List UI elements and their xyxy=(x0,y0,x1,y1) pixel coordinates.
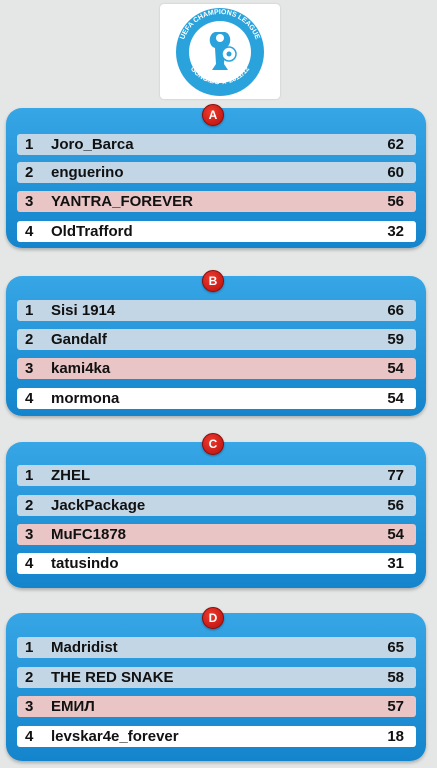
table-row: 3 MuFC1878 54 xyxy=(17,524,416,545)
group-b-badge: B xyxy=(202,270,224,292)
table-row: 2 Gandalf 59 xyxy=(17,329,416,350)
table-row: 4 OldTrafford 32 xyxy=(17,221,416,242)
points-cell: 58 xyxy=(387,669,404,686)
points-cell: 54 xyxy=(387,526,404,543)
player-name: OldTrafford xyxy=(51,223,133,240)
points-cell: 60 xyxy=(387,164,404,181)
rank-cell: 1 xyxy=(25,136,34,153)
points-cell: 59 xyxy=(387,331,404,348)
player-name: enguerino xyxy=(51,164,124,181)
table-row: 3 ЕМИЛ 57 xyxy=(17,696,416,717)
table-row: 3 YANTRA_FOREVER 56 xyxy=(17,191,416,212)
champions-league-logo-icon: UEFA CHAMPIONS LEAGUE GONG.BG ★ 2011/12 xyxy=(176,8,264,96)
rank-cell: 3 xyxy=(25,360,34,377)
table-row: 2 JackPackage 56 xyxy=(17,495,416,516)
points-cell: 57 xyxy=(387,698,404,715)
tournament-logo: UEFA CHAMPIONS LEAGUE GONG.BG ★ 2011/12 xyxy=(160,4,280,99)
player-name: THE RED SNAKE xyxy=(51,669,174,686)
rank-cell: 3 xyxy=(25,193,34,210)
table-row: 3 kami4ka 54 xyxy=(17,358,416,379)
player-name: JackPackage xyxy=(51,497,146,514)
rank-cell: 1 xyxy=(25,467,34,484)
group-d-panel: 1 Madridist 65 2 THE RED SNAKE 58 3 ЕМИЛ… xyxy=(6,613,426,761)
table-row: 2 enguerino 60 xyxy=(17,162,416,183)
points-cell: 54 xyxy=(387,390,404,407)
group-b-panel: 1 Sisi 1914 66 2 Gandalf 59 3 kami4ka 54… xyxy=(6,276,426,416)
table-row: 1 Madridist 65 xyxy=(17,637,416,658)
player-name: Joro_Barca xyxy=(51,136,134,153)
rank-cell: 2 xyxy=(25,164,34,181)
group-d-badge: D xyxy=(202,607,224,629)
table-row: 1 ZHEL 77 xyxy=(17,465,416,486)
player-name: levskar4e_forever xyxy=(51,728,179,745)
group-a-badge: A xyxy=(202,104,224,126)
player-name: ZHEL xyxy=(51,467,91,484)
player-name: kami4ka xyxy=(51,360,111,377)
player-name: tatusindo xyxy=(51,555,119,572)
table-row: 4 mormona 54 xyxy=(17,388,416,409)
points-cell: 62 xyxy=(387,136,404,153)
player-name: Gandalf xyxy=(51,331,107,348)
rank-cell: 4 xyxy=(25,390,34,407)
points-cell: 66 xyxy=(387,302,404,319)
points-cell: 54 xyxy=(387,360,404,377)
points-cell: 31 xyxy=(387,555,404,572)
points-cell: 56 xyxy=(387,497,404,514)
player-name: Madridist xyxy=(51,639,118,656)
points-cell: 77 xyxy=(387,467,404,484)
points-cell: 65 xyxy=(387,639,404,656)
table-row: 1 Joro_Barca 62 xyxy=(17,134,416,155)
rank-cell: 2 xyxy=(25,497,34,514)
rank-cell: 3 xyxy=(25,526,34,543)
table-row: 4 levskar4e_forever 18 xyxy=(17,726,416,747)
points-cell: 32 xyxy=(387,223,404,240)
player-name: MuFC1878 xyxy=(51,526,127,543)
rank-cell: 2 xyxy=(25,331,34,348)
table-row: 2 THE RED SNAKE 58 xyxy=(17,667,416,688)
player-name: Sisi 1914 xyxy=(51,302,116,319)
rank-cell: 2 xyxy=(25,669,34,686)
table-row: 4 tatusindo 31 xyxy=(17,553,416,574)
rank-cell: 3 xyxy=(25,698,34,715)
rank-cell: 4 xyxy=(25,223,34,240)
player-name: YANTRA_FOREVER xyxy=(51,193,193,210)
player-name: ЕМИЛ xyxy=(51,698,95,715)
player-name: mormona xyxy=(51,390,120,407)
points-cell: 18 xyxy=(387,728,404,745)
rank-cell: 4 xyxy=(25,555,34,572)
rank-cell: 1 xyxy=(25,302,34,319)
group-c-panel: 1 ZHEL 77 2 JackPackage 56 3 MuFC1878 54… xyxy=(6,442,426,588)
rank-cell: 4 xyxy=(25,728,34,745)
group-c-badge: C xyxy=(202,433,224,455)
rank-cell: 1 xyxy=(25,639,34,656)
table-row: 1 Sisi 1914 66 xyxy=(17,300,416,321)
points-cell: 56 xyxy=(387,193,404,210)
group-a-panel: 1 Joro_Barca 62 2 enguerino 60 3 YANTRA_… xyxy=(6,108,426,248)
